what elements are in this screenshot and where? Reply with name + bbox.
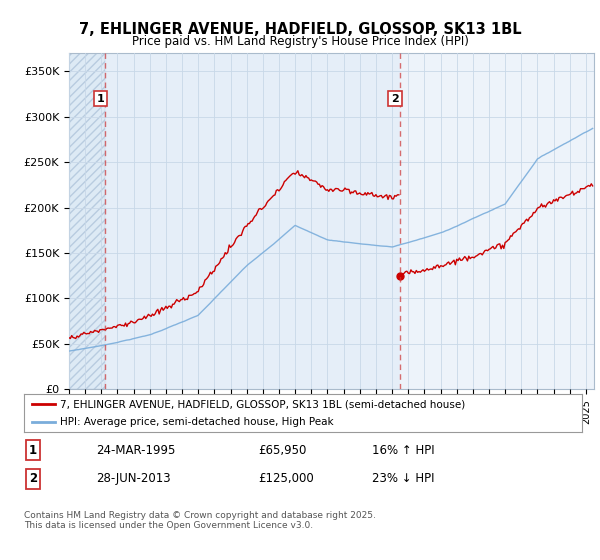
Text: 1: 1 [97,94,104,104]
Bar [69,53,105,389]
Text: Price paid vs. HM Land Registry's House Price Index (HPI): Price paid vs. HM Land Registry's House … [131,35,469,48]
Text: 24-MAR-1995: 24-MAR-1995 [96,444,175,457]
Text: 2: 2 [391,94,399,104]
Text: 28-JUN-2013: 28-JUN-2013 [96,472,170,486]
Text: 16% ↑ HPI: 16% ↑ HPI [372,444,434,457]
Text: 1: 1 [29,444,37,457]
Bar [69,53,105,389]
Text: HPI: Average price, semi-detached house, High Peak: HPI: Average price, semi-detached house,… [60,417,334,427]
Text: Contains HM Land Registry data © Crown copyright and database right 2025.
This d: Contains HM Land Registry data © Crown c… [24,511,376,530]
Bar [105,53,400,389]
Text: £125,000: £125,000 [258,472,314,486]
Text: 2: 2 [29,472,37,486]
Text: 7, EHLINGER AVENUE, HADFIELD, GLOSSOP, SK13 1BL (semi-detached house): 7, EHLINGER AVENUE, HADFIELD, GLOSSOP, S… [60,399,466,409]
Bar [400,53,594,389]
Text: 23% ↓ HPI: 23% ↓ HPI [372,472,434,486]
Text: £65,950: £65,950 [258,444,307,457]
Text: 7, EHLINGER AVENUE, HADFIELD, GLOSSOP, SK13 1BL: 7, EHLINGER AVENUE, HADFIELD, GLOSSOP, S… [79,22,521,38]
